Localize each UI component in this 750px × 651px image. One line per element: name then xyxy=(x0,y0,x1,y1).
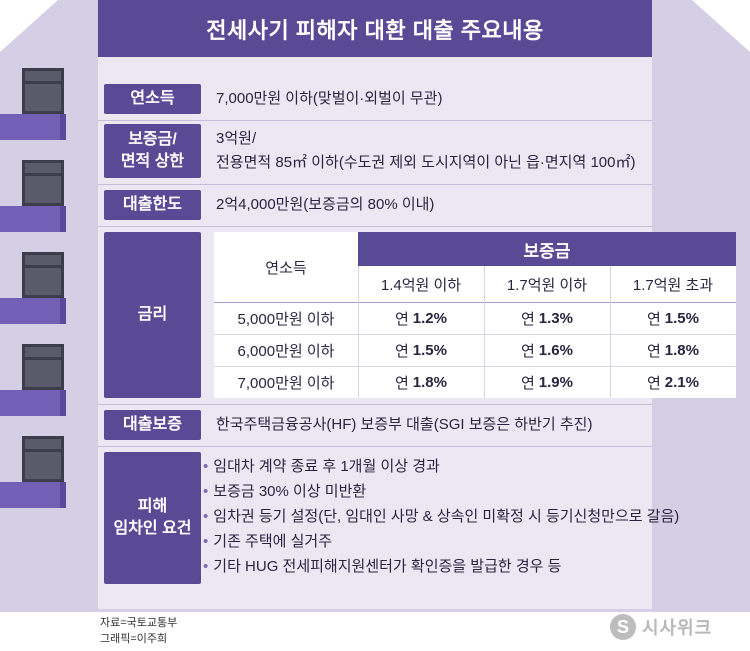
balcony xyxy=(0,298,66,324)
rate-row-income: 7,000만원 이하 xyxy=(237,375,335,392)
label-income: 연소득 xyxy=(104,84,201,114)
value-deposit-line2: 전용면적 85㎡ 이하(수도권 제외 도시지역이 아닌 읍·면지역 100㎡) xyxy=(216,154,636,171)
rate-cell: 연 2.1% xyxy=(646,374,699,392)
rate-cell: 연 1.8% xyxy=(394,374,447,392)
requirement-item: • 기타 HUG 전세피해지원센터가 확인증을 발급한 경우 등 xyxy=(203,558,562,575)
rate-cell: 연 1.6% xyxy=(520,342,573,360)
rate-cell: 연 1.3% xyxy=(520,310,573,328)
label-deposit-line2: 면적 상한 xyxy=(120,153,185,170)
table-divider xyxy=(610,266,611,398)
divider xyxy=(98,120,652,121)
roof-slope-left xyxy=(0,0,58,52)
graphic-credit: 그래픽=이주희 xyxy=(100,633,168,645)
table-divider xyxy=(484,266,485,398)
balcony xyxy=(0,206,66,232)
requirement-item: • 임차권 등기 설정(단, 임대인 사망 & 상속인 미확정 시 등기신청만으로… xyxy=(203,508,680,525)
divider xyxy=(98,184,652,185)
rate-cell: 연 1.5% xyxy=(646,310,699,328)
label-limit: 대출한도 xyxy=(104,190,201,220)
balcony xyxy=(0,390,66,416)
label-requirements: 피해 임차인 요건 xyxy=(104,452,201,584)
table-divider xyxy=(214,334,736,335)
requirement-item: • 임대차 계약 종료 후 1개월 이상 경과 xyxy=(203,458,440,475)
requirement-item: • 보증금 30% 이상 미반환 xyxy=(203,483,367,500)
rate-row-income: 6,000만원 이하 xyxy=(237,343,335,360)
rate-cell: 연 1.5% xyxy=(394,342,447,360)
window xyxy=(22,160,64,206)
divider xyxy=(98,446,652,447)
label-requirements-line1: 피해 xyxy=(137,498,168,515)
value-deposit-line1: 3억원/ xyxy=(216,130,257,147)
rate-table-col-header: 1.7억원 초과 xyxy=(632,276,714,294)
rate-table: 연소득 보증금 1.4억원 이하 1.7억원 이하 1.7억원 초과 5,000… xyxy=(214,232,736,398)
rate-row-income: 5,000만원 이하 xyxy=(237,311,335,328)
rate-table-income-header: 연소득 xyxy=(214,232,358,302)
requirement-item: • 기존 주택에 실거주 xyxy=(203,533,333,550)
rate-table-col-header: 1.4억원 이하 xyxy=(380,276,462,294)
divider xyxy=(98,404,652,405)
rate-cell: 연 1.8% xyxy=(646,342,699,360)
window xyxy=(22,252,64,298)
page-title: 전세사기 피해자 대환 대출 주요내용 xyxy=(98,0,652,57)
label-deposit: 보증금/ 면적 상한 xyxy=(104,124,201,178)
table-divider xyxy=(214,366,736,367)
value-limit: 2억4,000만원(보증금의 80% 이내) xyxy=(216,196,435,213)
window xyxy=(22,436,64,482)
label-rate: 금리 xyxy=(104,232,201,398)
label-guarantee: 대출보증 xyxy=(104,410,201,440)
rate-cell: 연 1.9% xyxy=(520,374,573,392)
value-guarantee: 한국주택금융공사(HF) 보증부 대출(SGI 보증은 하반기 추진) xyxy=(216,416,593,433)
rate-table-col-header: 1.7억원 이하 xyxy=(506,276,588,294)
rate-cell: 연 1.2% xyxy=(394,310,447,328)
label-deposit-line1: 보증금/ xyxy=(128,131,177,148)
balcony xyxy=(0,114,66,140)
rate-table-deposit-header: 보증금 xyxy=(358,232,736,266)
table-divider xyxy=(214,302,736,303)
window xyxy=(22,68,64,114)
table-divider xyxy=(358,266,359,398)
window xyxy=(22,344,64,390)
divider xyxy=(98,226,652,227)
label-requirements-line2: 임차인 요건 xyxy=(113,520,192,537)
balcony xyxy=(0,482,66,508)
roof-slope-right xyxy=(692,0,750,52)
logo-mark-icon: S xyxy=(610,614,636,640)
sisaweek-logo: S 시사위크 xyxy=(610,614,712,640)
value-income: 7,000만원 이하(맞벌이·외벌이 무관) xyxy=(216,90,443,107)
logo-text: 시사위크 xyxy=(642,618,713,638)
source-credit: 자료=국토교통부 xyxy=(100,617,178,629)
